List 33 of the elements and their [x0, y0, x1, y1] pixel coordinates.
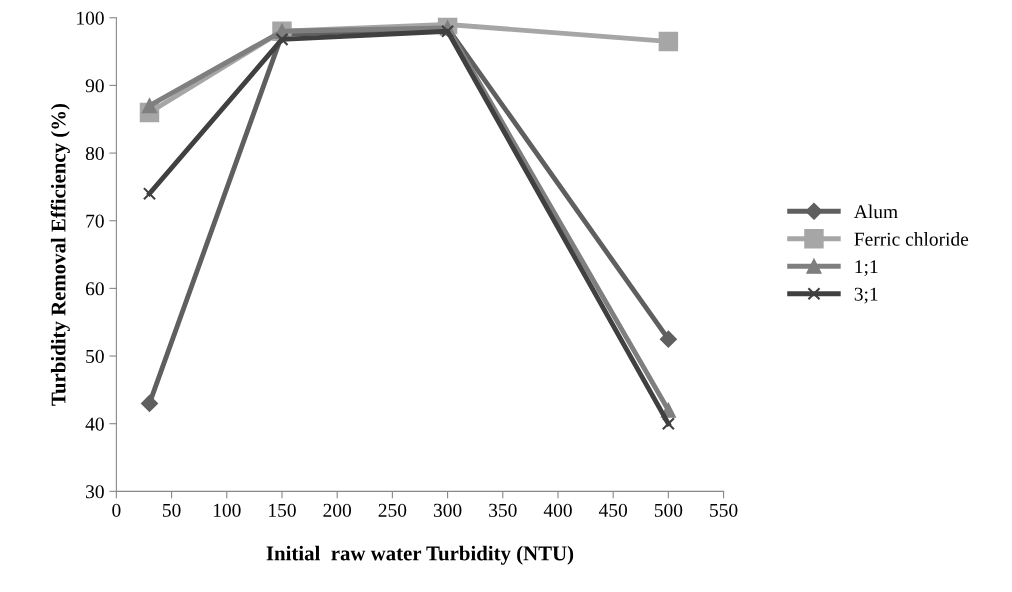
y-tick-label: 70 [86, 214, 104, 228]
x-tick-label: 150 [269, 503, 296, 517]
point [661, 417, 675, 431]
y-tick-label: 50 [86, 349, 104, 363]
x-tick-label: 100 [213, 503, 241, 517]
y-tick-label: 90 [85, 79, 104, 93]
point [140, 394, 159, 412]
x-tick-label: 550 [710, 503, 738, 517]
legend-label: 3;1 [854, 287, 878, 304]
x-tick-label: 500 [654, 503, 683, 517]
x-axis-title: Initial raw water Turbidity (NTU) [266, 545, 574, 565]
legend-label: 1;1 [855, 260, 878, 277]
point [141, 98, 158, 114]
point [275, 32, 289, 47]
y-axis-title: Turbidity Removal Efficiency (%) [50, 103, 70, 406]
x-tick-label: 450 [598, 503, 628, 517]
x-tick-label: 400 [543, 503, 572, 517]
point [658, 31, 679, 52]
x-tick-label: 300 [433, 503, 462, 517]
x-tick-label: 50 [162, 503, 181, 517]
x-tick-label: 0 [112, 503, 121, 517]
y-tick-label: 60 [85, 282, 104, 296]
x-tick-label: 200 [323, 503, 352, 517]
y-tick-label: 100 [77, 11, 104, 25]
point [659, 330, 677, 348]
legend-label: Ferric chloride [854, 232, 969, 246]
y-tick-label: 40 [85, 417, 104, 431]
x-tick-label: 250 [378, 503, 407, 517]
point [142, 187, 157, 201]
y-tick-label: 30 [86, 485, 104, 499]
y-tick-label: 80 [85, 146, 104, 161]
legend-label: Alum [854, 204, 898, 219]
x-tick-label: 350 [489, 503, 517, 517]
